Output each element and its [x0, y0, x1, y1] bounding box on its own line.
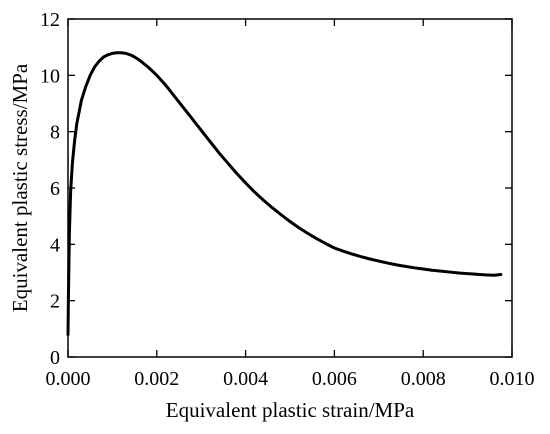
x-tick-label: 0.010	[490, 368, 535, 390]
y-tick-label: 0	[50, 347, 60, 369]
y-tick-label: 6	[50, 178, 60, 200]
y-axis-title: Equivalent plastic stress/MPa	[8, 63, 32, 312]
y-tick-label: 8	[50, 122, 60, 144]
y-tick-label: 4	[50, 234, 60, 256]
x-tick-label: 0.004	[223, 368, 268, 390]
plot-frame	[67, 18, 513, 358]
x-tick-label: 0.008	[401, 368, 446, 390]
y-tick-label: 10	[40, 65, 60, 87]
y-tick-label: 12	[40, 9, 60, 31]
x-tick-label: 0.000	[46, 368, 91, 390]
x-axis-title: Equivalent plastic strain/MPa	[166, 398, 415, 422]
tick-labels: 0.000 0.002 0.004 0.006 0.008 0.010 0 2 4 6 8 10 12	[40, 9, 535, 390]
x-tick-label: 0.006	[312, 368, 357, 390]
x-tick-label: 0.002	[134, 368, 179, 390]
series-line-stress-strain	[66, 51, 503, 336]
y-tick-label: 2	[50, 291, 60, 313]
tick-marks	[67, 18, 513, 358]
